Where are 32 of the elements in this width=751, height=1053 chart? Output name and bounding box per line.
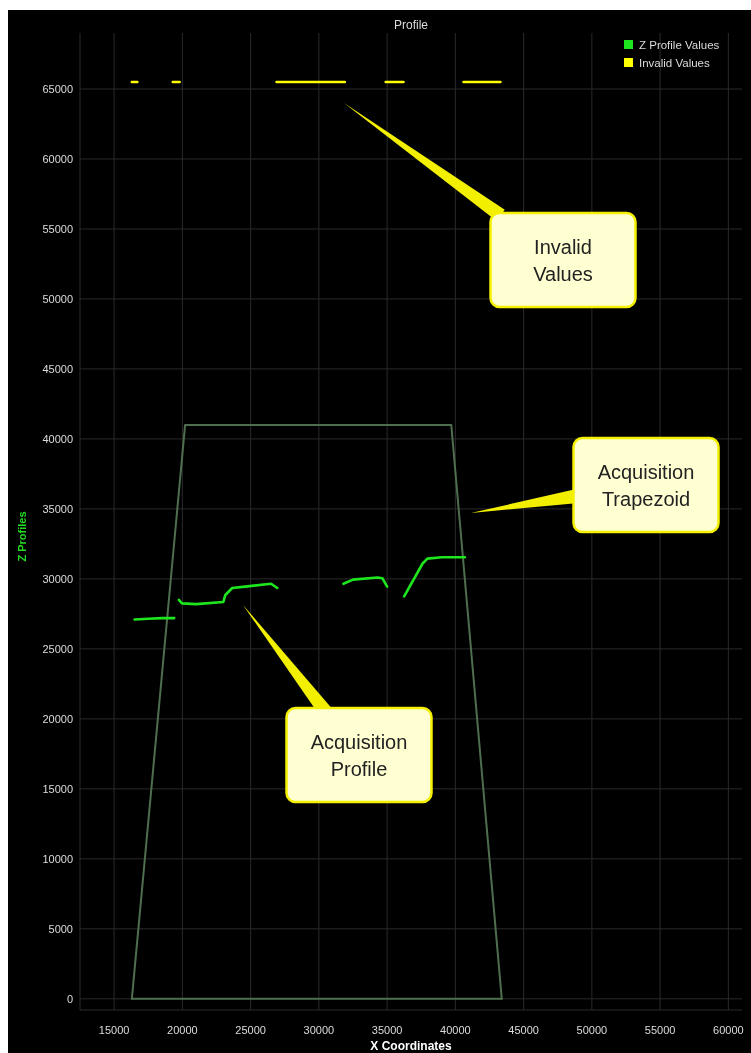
legend-label: Z Profile Values — [639, 38, 720, 51]
y-tick-label: 65000 — [42, 82, 73, 95]
x-tick-label: 60000 — [713, 1024, 744, 1036]
y-tick-label: 25000 — [42, 642, 73, 655]
x-tick-label: 55000 — [644, 1024, 676, 1036]
y-tick-label: 60000 — [42, 152, 73, 165]
x-tick-label: 40000 — [440, 1024, 471, 1036]
x-axis-title: X Coordinates — [370, 1039, 452, 1053]
x-tick-label: 50000 — [576, 1024, 608, 1036]
y-tick-label: 40000 — [42, 432, 73, 445]
y-axis-title: Z Profiles — [16, 511, 28, 562]
y-tick-label: 30000 — [42, 572, 73, 585]
chart-title: Profile — [393, 18, 429, 32]
y-tick-label: 35000 — [42, 502, 73, 515]
y-tick-label: 55000 — [42, 222, 73, 235]
x-tick-label: 20000 — [167, 1024, 198, 1036]
x-tick-label: 35000 — [371, 1024, 403, 1036]
legend-label: Invalid Values — [639, 56, 710, 69]
y-tick-label: 10000 — [42, 852, 73, 865]
x-tick-label: 45000 — [508, 1024, 539, 1036]
y-tick-label: 5000 — [48, 922, 73, 935]
annotation: Acquisition Profile — [310, 730, 408, 780]
y-tick-label: 45000 — [42, 362, 73, 375]
annotation: Acquisition Trapezoid — [597, 460, 695, 510]
y-tick-label: 20000 — [42, 712, 73, 725]
x-tick-label: 25000 — [235, 1024, 266, 1036]
annotation: Invalid Values — [533, 235, 593, 285]
x-tick-label: 30000 — [303, 1024, 335, 1036]
x-tick-label: 15000 — [98, 1024, 130, 1036]
y-tick-label: 15000 — [42, 782, 73, 795]
y-tick-label: 0 — [66, 992, 73, 1005]
y-tick-label: 50000 — [42, 292, 73, 305]
